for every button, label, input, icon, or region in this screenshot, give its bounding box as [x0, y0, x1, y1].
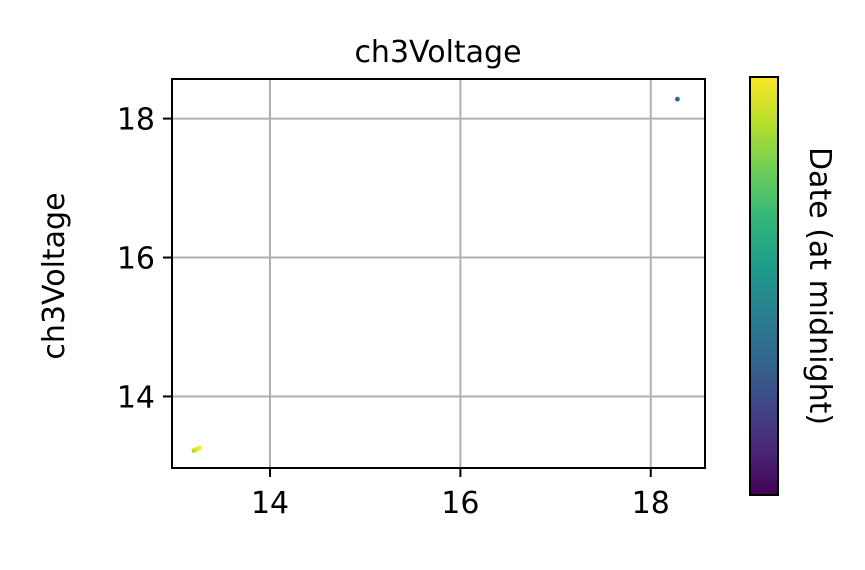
plot-area-frame [171, 78, 706, 469]
scatter-point [197, 445, 203, 451]
scatter-point [674, 96, 680, 102]
colorbar-gradient [750, 77, 778, 495]
colorbar-frame [749, 76, 779, 496]
grid-lines [172, 79, 705, 468]
y-tick-label: 16 [117, 242, 155, 277]
x-tick-label: 14 [251, 486, 289, 521]
data-points [191, 96, 680, 454]
y-tick-label: 14 [117, 380, 155, 415]
x-tick-label: 18 [632, 486, 670, 521]
y-tick-label: 18 [117, 103, 155, 138]
chart-title: ch3Voltage [354, 35, 521, 70]
colorbar-label: Date (at midnight) [802, 147, 837, 425]
y-axis-label: ch3Voltage [37, 192, 72, 359]
axis-ticks: 14 16 18 14 16 18 [117, 103, 670, 521]
x-tick-label: 16 [441, 486, 479, 521]
